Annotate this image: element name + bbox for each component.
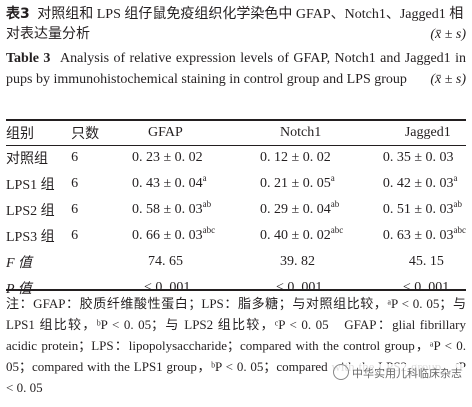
header-rule [6, 145, 466, 146]
cell-gfap: 0. 23 ± 0. 02 [131, 150, 203, 165]
f-jagged1: 45. 15 [408, 254, 444, 269]
table-row: 对照组 6 0. 23 ± 0. 02 0. 12 ± 0. 02 0. 35 … [6, 145, 466, 171]
cell-jagged1: 0. 51 ± 0. 03ab [382, 199, 462, 218]
caption-text-zh: 对照组和 LPS 组仔鼠免疫组织化学染色中 GFAP、Notch1、Jagged… [6, 7, 464, 42]
table-row: LPS2 组 6 0. 58 ± 0. 03ab 0. 29 ± 0. 04ab… [6, 197, 466, 223]
stat-notation-zh: (x̄ ± s) [430, 27, 466, 42]
f-gfap: 74. 65 [147, 254, 183, 269]
cell-gfap: 0. 58 ± 0. 03ab [131, 199, 212, 218]
wechat-logo-icon [333, 364, 349, 380]
caption-english: Table 3 Analysis of relative expression … [6, 48, 466, 90]
cell-notch1: 0. 21 ± 0. 05a [260, 173, 335, 192]
header-n: 只数 [71, 127, 100, 142]
f-value-row: F 值 74. 65 39. 82 45. 15 [6, 249, 466, 275]
p-jagged1: < 0. 001 [402, 280, 450, 295]
cell-jagged1: 0. 42 ± 0. 03a [382, 173, 458, 192]
cell-group: LPS2 组 [6, 204, 55, 219]
cell-notch1: 0. 29 ± 0. 04ab [260, 199, 340, 218]
p-notch1: < 0. 001 [276, 280, 323, 295]
cell-n: 6 [71, 176, 79, 191]
cell-notch1: 0. 40 ± 0. 02abc [260, 225, 344, 244]
f-label: F 值 [6, 256, 33, 271]
watermark-text: 中华实用儿科临床杂志 [352, 367, 462, 380]
data-table: 组别 只数 GFAP Notch1 Jagged1 对照组 6 0. 23 ± … [6, 121, 466, 301]
table-label-zh: 表3 [6, 6, 30, 22]
cell-gfap: 0. 66 ± 0. 03abc [131, 225, 216, 244]
p-value-row: P 值 < 0. 001 < 0. 001 < 0. 001 [6, 275, 466, 301]
header-group: 组别 [6, 127, 34, 142]
caption-chinese: 表3 对照组和 LPS 组仔鼠免疫组织化学染色中 GFAP、Notch1、Jag… [6, 4, 466, 45]
table-label-en: Table 3 [6, 51, 51, 66]
p-label: P 值 [6, 282, 32, 297]
f-notch1: 39. 82 [280, 254, 316, 269]
stat-notation-en: (x̄ ± s) [430, 72, 466, 87]
caption-text-en: Analysis of relative expression levels o… [6, 51, 466, 87]
cell-n: 6 [71, 202, 79, 217]
bottom-rule [6, 289, 466, 291]
cell-group: LPS3 组 [6, 230, 55, 245]
cell-group: 对照组 [6, 152, 48, 167]
table-footnote: 注：GFAP：胶质纤维酸性蛋白；LPS：脂多糖；与对照组比较，ᵃP < 0. 0… [6, 296, 466, 395]
header-jagged1: Jagged1 [404, 125, 451, 140]
cell-group: LPS1 组 [6, 178, 55, 193]
cell-notch1: 0. 12 ± 0. 02 [260, 150, 331, 165]
journal-watermark: 中华实用儿科临床杂志 [331, 364, 464, 381]
header-row: 组别 只数 GFAP Notch1 Jagged1 [6, 121, 466, 145]
table-row: LPS1 组 6 0. 43 ± 0. 04a 0. 21 ± 0. 05a 0… [6, 171, 466, 197]
cell-jagged1: 0. 35 ± 0. 03 [382, 150, 454, 165]
cell-jagged1: 0. 63 ± 0. 03abc [382, 225, 466, 244]
header-notch1: Notch1 [280, 125, 322, 140]
table-row: LPS3 组 6 0. 66 ± 0. 03abc 0. 40 ± 0. 02a… [6, 223, 466, 249]
header-gfap: GFAP [147, 125, 183, 140]
p-gfap: < 0. 001 [143, 280, 191, 295]
cell-n: 6 [71, 228, 79, 243]
cell-gfap: 0. 43 ± 0. 04a [131, 173, 207, 192]
cell-n: 6 [71, 150, 79, 165]
top-rule [6, 119, 466, 121]
